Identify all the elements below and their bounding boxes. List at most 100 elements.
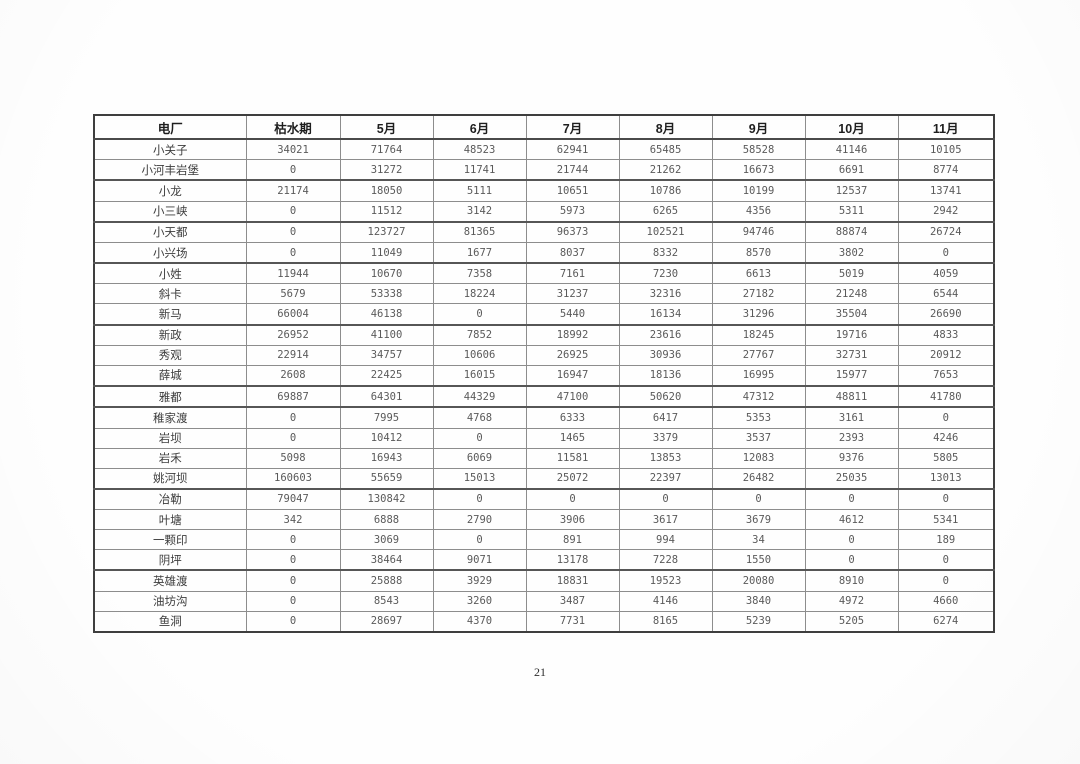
value-cell: 16947 <box>525 364 620 387</box>
value-cell: 4612 <box>804 509 899 531</box>
plant-name-cell: 斜卡 <box>93 283 247 305</box>
column-header-7: 10月 <box>804 114 899 140</box>
value-cell: 6544 <box>897 283 995 305</box>
value-cell: 13741 <box>897 179 995 202</box>
value-cell: 3929 <box>432 569 527 592</box>
value-cell: 8332 <box>618 241 713 264</box>
value-cell: 0 <box>897 549 995 571</box>
value-cell: 0 <box>245 241 341 264</box>
value-cell: 18245 <box>711 323 806 346</box>
value-cell: 13013 <box>897 467 995 490</box>
value-cell: 3142 <box>432 200 527 223</box>
plant-name-cell: 薛城 <box>93 364 247 387</box>
value-cell: 10651 <box>525 179 620 202</box>
value-cell: 10105 <box>897 138 995 161</box>
value-cell: 79047 <box>245 487 341 511</box>
value-cell: 20080 <box>711 569 806 592</box>
value-cell: 6613 <box>711 262 806 285</box>
plant-name-cell: 阴坪 <box>93 549 247 571</box>
value-cell: 31272 <box>339 159 434 181</box>
table-row: 一颗印 0 3069 0 891 994 34 0 189 <box>93 529 995 551</box>
value-cell: 4370 <box>432 610 527 633</box>
value-cell: 30936 <box>618 344 713 366</box>
value-cell: 26690 <box>897 303 995 326</box>
value-cell: 25072 <box>525 467 620 490</box>
table-row: 鱼洞 0 28697 4370 7731 8165 5239 5205 6274 <box>93 610 995 633</box>
value-cell: 19523 <box>618 569 713 592</box>
value-cell: 22914 <box>245 344 341 366</box>
value-cell: 3802 <box>804 241 899 264</box>
value-cell: 34757 <box>339 344 434 366</box>
column-header-4: 7月 <box>525 114 620 140</box>
value-cell: 21248 <box>804 283 899 305</box>
value-cell: 7161 <box>525 262 620 285</box>
value-cell: 4146 <box>618 590 713 612</box>
value-cell: 23616 <box>618 323 713 346</box>
value-cell: 41146 <box>804 138 899 161</box>
table-row: 叶塘 342 6888 2790 3906 3617 3679 4612 5341 <box>93 509 995 531</box>
value-cell: 0 <box>245 406 341 429</box>
value-cell: 8774 <box>897 159 995 181</box>
value-cell: 3069 <box>339 529 434 551</box>
value-cell: 32731 <box>804 344 899 366</box>
value-cell: 7852 <box>432 323 527 346</box>
value-cell: 0 <box>897 406 995 429</box>
value-cell: 10670 <box>339 262 434 285</box>
value-cell: 94746 <box>711 220 806 243</box>
plant-name-cell: 小姓 <box>93 262 247 285</box>
value-cell: 5311 <box>804 200 899 223</box>
table-row: 阴坪 0 38464 9071 13178 7228 1550 0 0 <box>93 549 995 571</box>
value-cell: 64301 <box>339 385 434 408</box>
table-row: 小姓 11944 10670 7358 7161 7230 6613 5019 4059 <box>93 262 995 285</box>
plant-name-cell: 小天都 <box>93 220 247 243</box>
value-cell: 0 <box>245 200 341 223</box>
value-cell: 11741 <box>432 159 527 181</box>
plant-name-cell: 英雄渡 <box>93 569 247 592</box>
value-cell: 6274 <box>897 610 995 633</box>
value-cell: 0 <box>245 569 341 592</box>
value-cell: 1465 <box>525 427 620 449</box>
table-row: 小关子 34021 71764 48523 62941 65485 58528 41146 10… <box>93 138 995 161</box>
value-cell: 11944 <box>245 262 341 285</box>
value-cell: 3487 <box>525 590 620 612</box>
value-cell: 46138 <box>339 303 434 326</box>
table-row: 小天都 0 123727 81365 96373 102521 94746 88874 2672… <box>93 220 995 243</box>
value-cell: 11049 <box>339 241 434 264</box>
value-cell: 58528 <box>711 138 806 161</box>
value-cell: 96373 <box>525 220 620 243</box>
value-cell: 3679 <box>711 509 806 531</box>
value-cell: 16134 <box>618 303 713 326</box>
value-cell: 342 <box>245 509 341 531</box>
value-cell: 13853 <box>618 447 713 469</box>
value-cell: 71764 <box>339 138 434 161</box>
value-cell: 0 <box>245 549 341 571</box>
value-cell: 6069 <box>432 447 527 469</box>
value-cell: 0 <box>245 590 341 612</box>
value-cell: 0 <box>245 610 341 633</box>
value-cell: 7731 <box>525 610 620 633</box>
value-cell: 88874 <box>804 220 899 243</box>
value-cell: 3379 <box>618 427 713 449</box>
value-cell: 0 <box>245 427 341 449</box>
value-cell: 7228 <box>618 549 713 571</box>
value-cell: 19716 <box>804 323 899 346</box>
value-cell: 0 <box>804 529 899 551</box>
value-cell: 0 <box>897 241 995 264</box>
table-row: 雅都 69887 64301 44329 47100 50620 47312 48811 417… <box>93 385 995 408</box>
value-cell: 1550 <box>711 549 806 571</box>
value-cell: 130842 <box>339 487 434 511</box>
value-cell: 2790 <box>432 509 527 531</box>
value-cell: 6265 <box>618 200 713 223</box>
column-header-0: 电厂 <box>93 114 247 140</box>
value-cell: 21744 <box>525 159 620 181</box>
table-row: 岩坝 0 10412 0 1465 3379 3537 2393 4246 <box>93 427 995 449</box>
value-cell: 69887 <box>245 385 341 408</box>
plant-name-cell: 岩坝 <box>93 427 247 449</box>
value-cell: 3617 <box>618 509 713 531</box>
value-cell: 189 <box>897 529 995 551</box>
value-cell: 5111 <box>432 179 527 202</box>
value-cell: 0 <box>525 487 620 511</box>
column-header-5: 8月 <box>618 114 713 140</box>
value-cell: 10786 <box>618 179 713 202</box>
